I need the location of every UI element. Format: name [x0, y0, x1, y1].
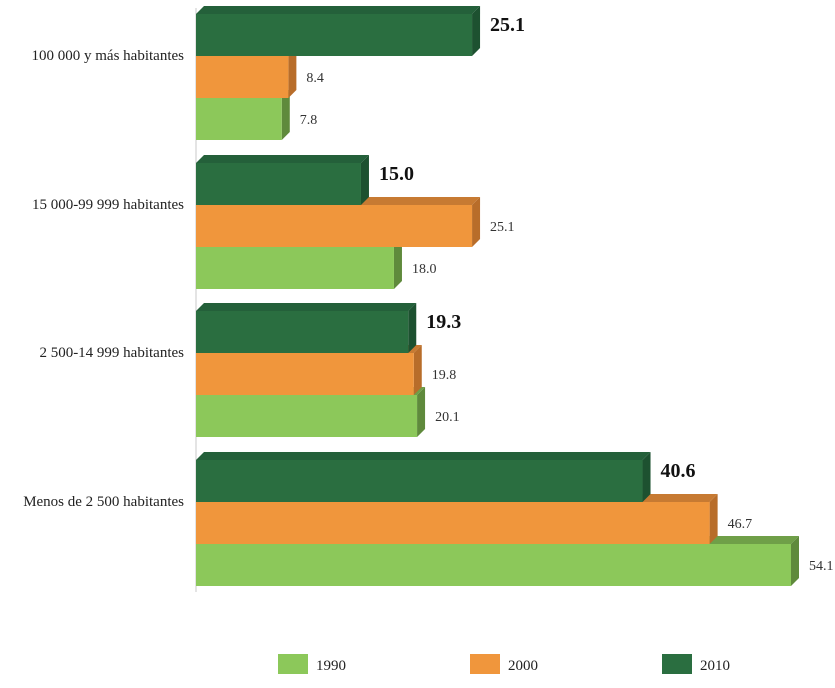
bar-side-face [288, 48, 297, 98]
category-label: Menos de 2 500 habitantes [23, 494, 184, 510]
bar-group: 2 500-14 999 habitantes 20.1 19.8 19.3 [39, 303, 461, 437]
bar-group: Menos de 2 500 habitantes 54.1 46.7 40.6 [23, 452, 834, 586]
data-label: 19.8 [432, 368, 457, 383]
legend-swatch [278, 654, 308, 674]
data-label: 25.1 [490, 14, 525, 36]
data-label: 18.0 [412, 262, 437, 277]
bar-group: 100 000 y más habitantes 7.8 8.4 25.1 [32, 6, 525, 140]
bar-2010[interactable] [196, 303, 417, 353]
bar-top-face [196, 6, 481, 14]
bar-front-face [196, 205, 473, 247]
bar-2010[interactable] [196, 155, 369, 205]
bar-side-face [408, 303, 417, 353]
data-label: 40.6 [661, 460, 696, 482]
bar-side-face [472, 6, 481, 56]
bar-side-face [413, 345, 422, 395]
bar-top-face [196, 155, 369, 163]
category-label: 100 000 y más habitantes [32, 48, 185, 64]
bar-side-face [791, 536, 799, 586]
legend-swatch [662, 654, 692, 674]
category-label: 2 500-14 999 habitantes [39, 345, 184, 361]
bar-front-face [196, 56, 289, 98]
bar-top-face [196, 303, 417, 311]
bar-side-face [393, 239, 402, 289]
legend-label: 2000 [508, 658, 538, 674]
legend-item-2010[interactable]: 2010 [662, 654, 730, 674]
bar-front-face [196, 311, 409, 353]
legend-label: 1990 [316, 658, 346, 674]
bar-front-face [196, 247, 394, 289]
bar-front-face [196, 163, 361, 205]
bar-front-face [196, 460, 643, 502]
bar-side-face [417, 387, 426, 437]
data-label: 15.0 [379, 163, 414, 185]
legend-label: 2010 [700, 658, 730, 674]
bar-side-face [281, 90, 290, 140]
bar-front-face [196, 544, 791, 586]
data-label: 46.7 [728, 517, 753, 532]
legend-item-1990[interactable]: 1990 [278, 654, 346, 674]
data-label: 25.1 [490, 220, 514, 235]
category-label: 15 000-99 999 habitantes [32, 197, 184, 213]
bar-group: 15 000-99 999 habitantes 18.0 25.1 15.0 [32, 155, 515, 289]
bar-side-face [642, 452, 651, 502]
bar-top-face [196, 452, 651, 460]
bar-side-face [360, 155, 369, 205]
bar-2010[interactable] [196, 452, 651, 502]
legend-item-2000[interactable]: 2000 [470, 654, 538, 674]
bar-side-face [709, 494, 718, 544]
bar-front-face [196, 14, 473, 56]
data-label: 19.3 [426, 311, 461, 333]
data-label: 8.4 [306, 71, 324, 86]
data-label: 54.1 [809, 559, 834, 574]
legend-swatch [470, 654, 500, 674]
bar-front-face [196, 353, 414, 395]
bar-front-face [196, 502, 710, 544]
bar-2010[interactable] [196, 6, 481, 56]
bar-front-face [196, 98, 282, 140]
data-label: 7.8 [300, 113, 318, 128]
bar-side-face [472, 197, 481, 247]
data-label: 20.1 [435, 410, 460, 425]
legend: 1990 2000 2010 [278, 654, 730, 674]
bar-front-face [196, 395, 418, 437]
